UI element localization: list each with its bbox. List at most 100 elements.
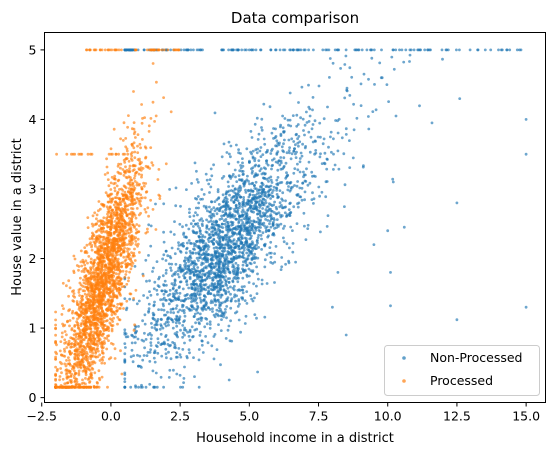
data-point: [61, 322, 64, 326]
data-point: [293, 184, 296, 187]
data-point: [242, 243, 246, 247]
data-point: [82, 268, 86, 271]
data-point: [301, 142, 304, 146]
data-point: [108, 235, 111, 238]
data-point: [159, 298, 163, 302]
data-point: [265, 161, 269, 165]
data-point: [272, 218, 276, 222]
data-point: [225, 233, 229, 237]
data-point: [264, 194, 267, 198]
data-point: [83, 263, 87, 267]
data-point: [133, 156, 137, 160]
data-point: [77, 268, 80, 272]
data-point: [125, 306, 129, 310]
data-point: [113, 196, 117, 200]
data-point: [269, 240, 273, 244]
data-point: [119, 224, 123, 228]
data-point: [68, 370, 72, 373]
data-point: [123, 259, 127, 263]
data-point: [234, 204, 238, 208]
data-point: [174, 270, 178, 274]
data-point: [201, 351, 205, 354]
data-point: [245, 233, 249, 236]
data-point: [232, 249, 236, 253]
data-point: [408, 60, 411, 63]
data-point: [213, 333, 217, 336]
data-point: [220, 176, 224, 180]
data-point: [152, 356, 156, 360]
data-point: [241, 213, 244, 217]
data-point: [67, 339, 71, 343]
data-point: [134, 240, 138, 243]
data-point: [216, 299, 219, 302]
data-point: [106, 215, 110, 219]
data-point: [137, 364, 140, 368]
data-point: [128, 219, 132, 223]
data-point: [155, 260, 159, 263]
data-point: [136, 337, 140, 341]
data-point: [253, 199, 257, 203]
data-point: [245, 257, 249, 261]
data-point: [182, 259, 186, 263]
data-point: [233, 267, 237, 271]
data-point: [444, 48, 448, 52]
data-point: [165, 356, 168, 360]
data-point: [242, 248, 246, 252]
data-point: [137, 385, 140, 389]
data-point: [110, 221, 113, 225]
data-point: [195, 292, 199, 296]
data-point: [160, 308, 163, 312]
data-point: [94, 244, 97, 248]
data-point: [130, 178, 134, 182]
data-point: [287, 208, 291, 212]
data-point: [177, 298, 181, 301]
data-point: [215, 285, 219, 289]
data-point: [228, 238, 232, 242]
data-point: [207, 263, 211, 267]
data-point: [108, 209, 111, 212]
data-point: [262, 176, 266, 180]
data-point: [99, 330, 103, 334]
data-point: [96, 381, 99, 385]
data-point: [247, 281, 251, 284]
data-point: [207, 289, 211, 293]
data-point: [249, 130, 253, 133]
data-point: [82, 316, 85, 319]
data-point: [178, 249, 182, 253]
data-point: [94, 351, 97, 355]
data-point: [212, 220, 216, 224]
data-point: [63, 330, 67, 333]
data-point: [235, 206, 239, 210]
data-point: [129, 199, 133, 202]
data-point: [54, 385, 57, 389]
data-point: [105, 337, 109, 340]
data-point: [86, 277, 90, 281]
data-point: [263, 258, 267, 262]
data-point: [193, 271, 196, 274]
data-point: [132, 354, 136, 357]
data-point: [286, 173, 290, 177]
data-point: [221, 193, 225, 197]
data-point: [86, 269, 90, 273]
data-point: [134, 288, 138, 292]
data-point: [91, 237, 94, 241]
data-point: [237, 299, 241, 303]
data-point: [70, 336, 74, 340]
data-point: [189, 222, 193, 226]
data-point: [186, 330, 190, 334]
data-point: [175, 288, 178, 292]
data-point: [184, 328, 188, 332]
data-point: [291, 114, 295, 117]
data-point: [71, 316, 75, 320]
data-point: [296, 162, 299, 166]
data-point: [231, 286, 235, 290]
data-point: [147, 302, 151, 306]
data-point: [148, 279, 151, 283]
data-point: [89, 320, 92, 324]
data-point: [97, 292, 101, 295]
data-point: [193, 286, 197, 289]
data-point: [142, 354, 146, 357]
data-point: [280, 256, 284, 259]
data-point: [123, 377, 127, 381]
